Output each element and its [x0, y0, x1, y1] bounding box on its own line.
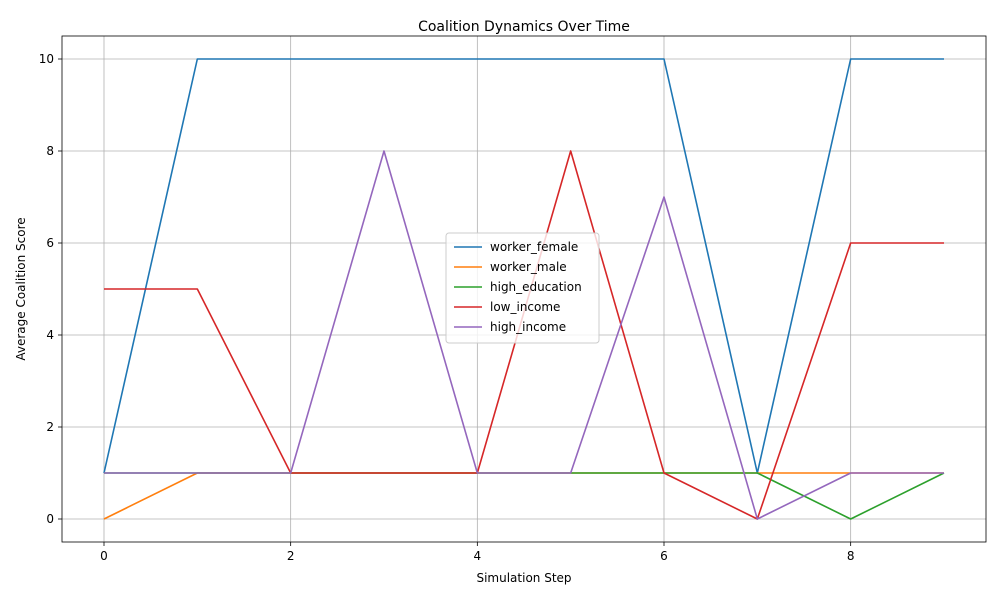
- legend-box: [445, 232, 600, 344]
- x-tick-label: 0: [100, 549, 108, 563]
- axis-ticks: 0 2 4 6 8 0 2 4 6 8 10: [39, 52, 855, 563]
- y-tick-label: 6: [46, 236, 54, 250]
- series-line-worker-female: [103, 58, 944, 474]
- legend-label: high_income: [490, 320, 566, 334]
- legend-label: low_income: [490, 300, 560, 314]
- y-tick-label: 10: [39, 52, 54, 66]
- y-tick-label: 4: [46, 328, 54, 342]
- legend: worker_female worker_male high_educationlo…: [445, 232, 600, 344]
- y-axis-label: Average Coalition Score: [14, 217, 28, 360]
- plot-frame: [61, 35, 987, 543]
- x-tick-label: 6: [660, 549, 668, 563]
- chart-title: Coalition Dynamics Over Time: [418, 19, 630, 35]
- legend-label: worker_male: [490, 260, 567, 274]
- x-tick-label: 2: [287, 549, 295, 563]
- x-axis-label: Simulation Step: [476, 571, 571, 585]
- y-tick-label: 2: [46, 420, 54, 434]
- y-tick-label: 8: [46, 144, 54, 158]
- x-tick-label: 8: [847, 549, 855, 563]
- series-line-high-income: [104, 150, 944, 520]
- legend-label: worker_female: [490, 240, 578, 254]
- y-tick-label: 0: [46, 512, 54, 526]
- x-tick-label: 4: [474, 549, 482, 563]
- legend-label: high_education: [490, 280, 582, 294]
